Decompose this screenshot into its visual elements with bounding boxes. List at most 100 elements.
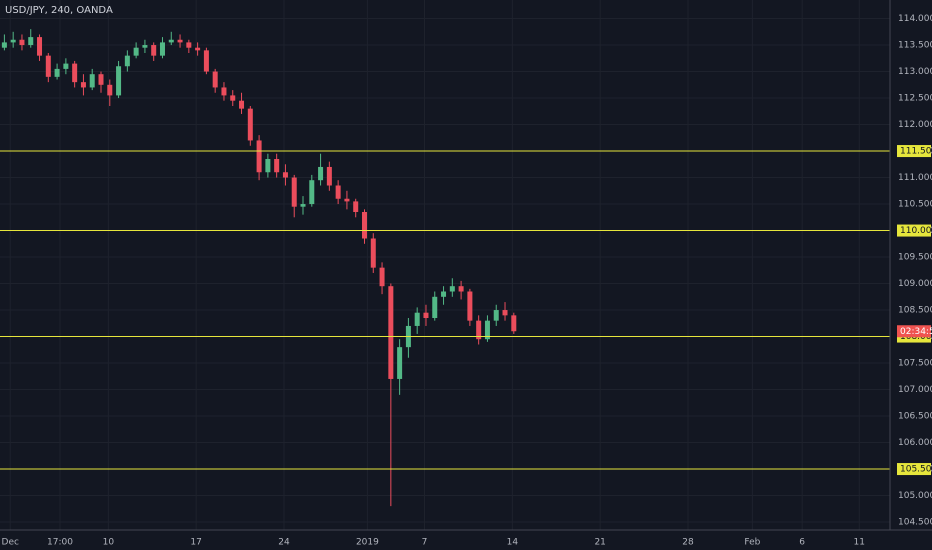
candle-body: [186, 42, 192, 48]
countdown-label: 02:34:53: [900, 327, 932, 337]
y-tick-label: 112.000: [898, 120, 932, 130]
candle-body: [282, 172, 288, 178]
x-tick-label: 2019: [356, 538, 379, 548]
candle-body: [493, 310, 499, 321]
y-tick-label: 110.500: [898, 200, 932, 210]
candle-body: [484, 320, 490, 340]
level-label: 105.500: [900, 465, 932, 475]
candle-body: [414, 312, 420, 326]
x-tick-label: 6: [799, 538, 805, 548]
y-tick-label: 106.000: [898, 438, 932, 448]
overlays: [0, 150, 890, 470]
candle-body: [291, 177, 297, 207]
candle-body: [397, 347, 403, 379]
level-label-bg: [897, 145, 931, 158]
candle-body: [370, 238, 376, 268]
y-tick-label: 113.500: [898, 41, 932, 51]
x-tick-label: 17: [190, 538, 201, 548]
candle-body: [124, 55, 130, 67]
candle-body: [89, 74, 95, 88]
candle-body: [265, 159, 271, 173]
candle-body: [511, 315, 517, 332]
y-tick-label: 106.500: [898, 412, 932, 422]
candle-body: [476, 320, 482, 340]
candle-body: [212, 71, 218, 88]
level-label: 111.500: [900, 147, 932, 157]
candle-body: [54, 68, 60, 77]
candle-body: [10, 39, 16, 43]
y-tick-label: 111.000: [898, 173, 932, 183]
x-tick-label: 17:00: [47, 538, 73, 548]
candle-body: [37, 37, 43, 56]
candle-body: [467, 291, 473, 321]
y-tick-label: 105.000: [898, 491, 932, 501]
candle-body: [195, 47, 201, 51]
candle-body: [28, 37, 34, 46]
candle-body: [361, 212, 367, 239]
candle-body: [353, 201, 359, 212]
candle-body: [168, 39, 174, 43]
candle-body: [432, 296, 438, 318]
candle-body: [80, 82, 86, 88]
candles: [1, 29, 517, 507]
candle-body: [239, 100, 245, 109]
candle-body: [116, 66, 122, 96]
y-tick-label: 114.000: [898, 14, 932, 24]
x-tick-label: Feb: [744, 538, 760, 548]
candle-body: [177, 39, 183, 43]
level-label-bg: [897, 463, 931, 476]
candle-body: [151, 45, 157, 56]
x-tick-label: Dec: [2, 538, 19, 548]
candle-body: [1, 42, 7, 48]
candle-body: [159, 42, 165, 56]
y-tick-label: 109.000: [898, 279, 932, 289]
candle-body: [247, 108, 253, 141]
y-tick-label: 107.500: [898, 359, 932, 369]
level-label: 110.000: [900, 226, 932, 236]
candle-body: [309, 180, 315, 205]
candle-body: [300, 204, 306, 207]
candle-body: [388, 286, 394, 379]
candle-body: [19, 39, 25, 46]
x-tick-label: 21: [594, 538, 605, 548]
candle-body: [230, 95, 236, 101]
candle-body: [221, 87, 227, 96]
x-tick-label: 14: [507, 538, 519, 548]
candle-body: [63, 63, 69, 69]
candle-body: [344, 198, 350, 202]
y-tick-label: 104.500: [898, 518, 932, 528]
chart-title: USD/JPY, 240, OANDA: [5, 5, 113, 16]
candle-body: [203, 50, 209, 72]
y-tick-label: 109.500: [898, 253, 932, 263]
x-tick-label: 10: [103, 538, 115, 548]
y-tick-label: 113.000: [898, 67, 932, 77]
x-tick-label: 24: [278, 538, 290, 548]
candle-body: [107, 84, 113, 96]
candle-body: [441, 291, 447, 297]
candle-body: [449, 286, 455, 292]
candle-body: [318, 166, 324, 181]
candle-body: [379, 267, 385, 287]
candle-body: [458, 286, 464, 292]
candle-body: [72, 63, 78, 83]
x-tick-label: 28: [682, 538, 694, 548]
y-tick-label: 112.500: [898, 94, 932, 104]
x-tick-label: 11: [854, 538, 865, 548]
candle-body: [142, 45, 148, 48]
candle-body: [133, 47, 139, 56]
candle-body: [45, 55, 51, 77]
countdown-bg: [897, 325, 931, 338]
y-tick-label: 107.000: [898, 385, 932, 395]
candle-body: [256, 140, 262, 173]
level-label-bg: [897, 224, 931, 237]
candle-body: [502, 310, 508, 316]
x-tick-label: 7: [422, 538, 428, 548]
candle-body: [423, 312, 429, 318]
candle-body: [326, 166, 332, 186]
y-tick-label: 108.500: [898, 306, 932, 316]
candle-body: [98, 74, 104, 85]
candle-body: [335, 185, 341, 199]
candle-body: [274, 159, 280, 173]
